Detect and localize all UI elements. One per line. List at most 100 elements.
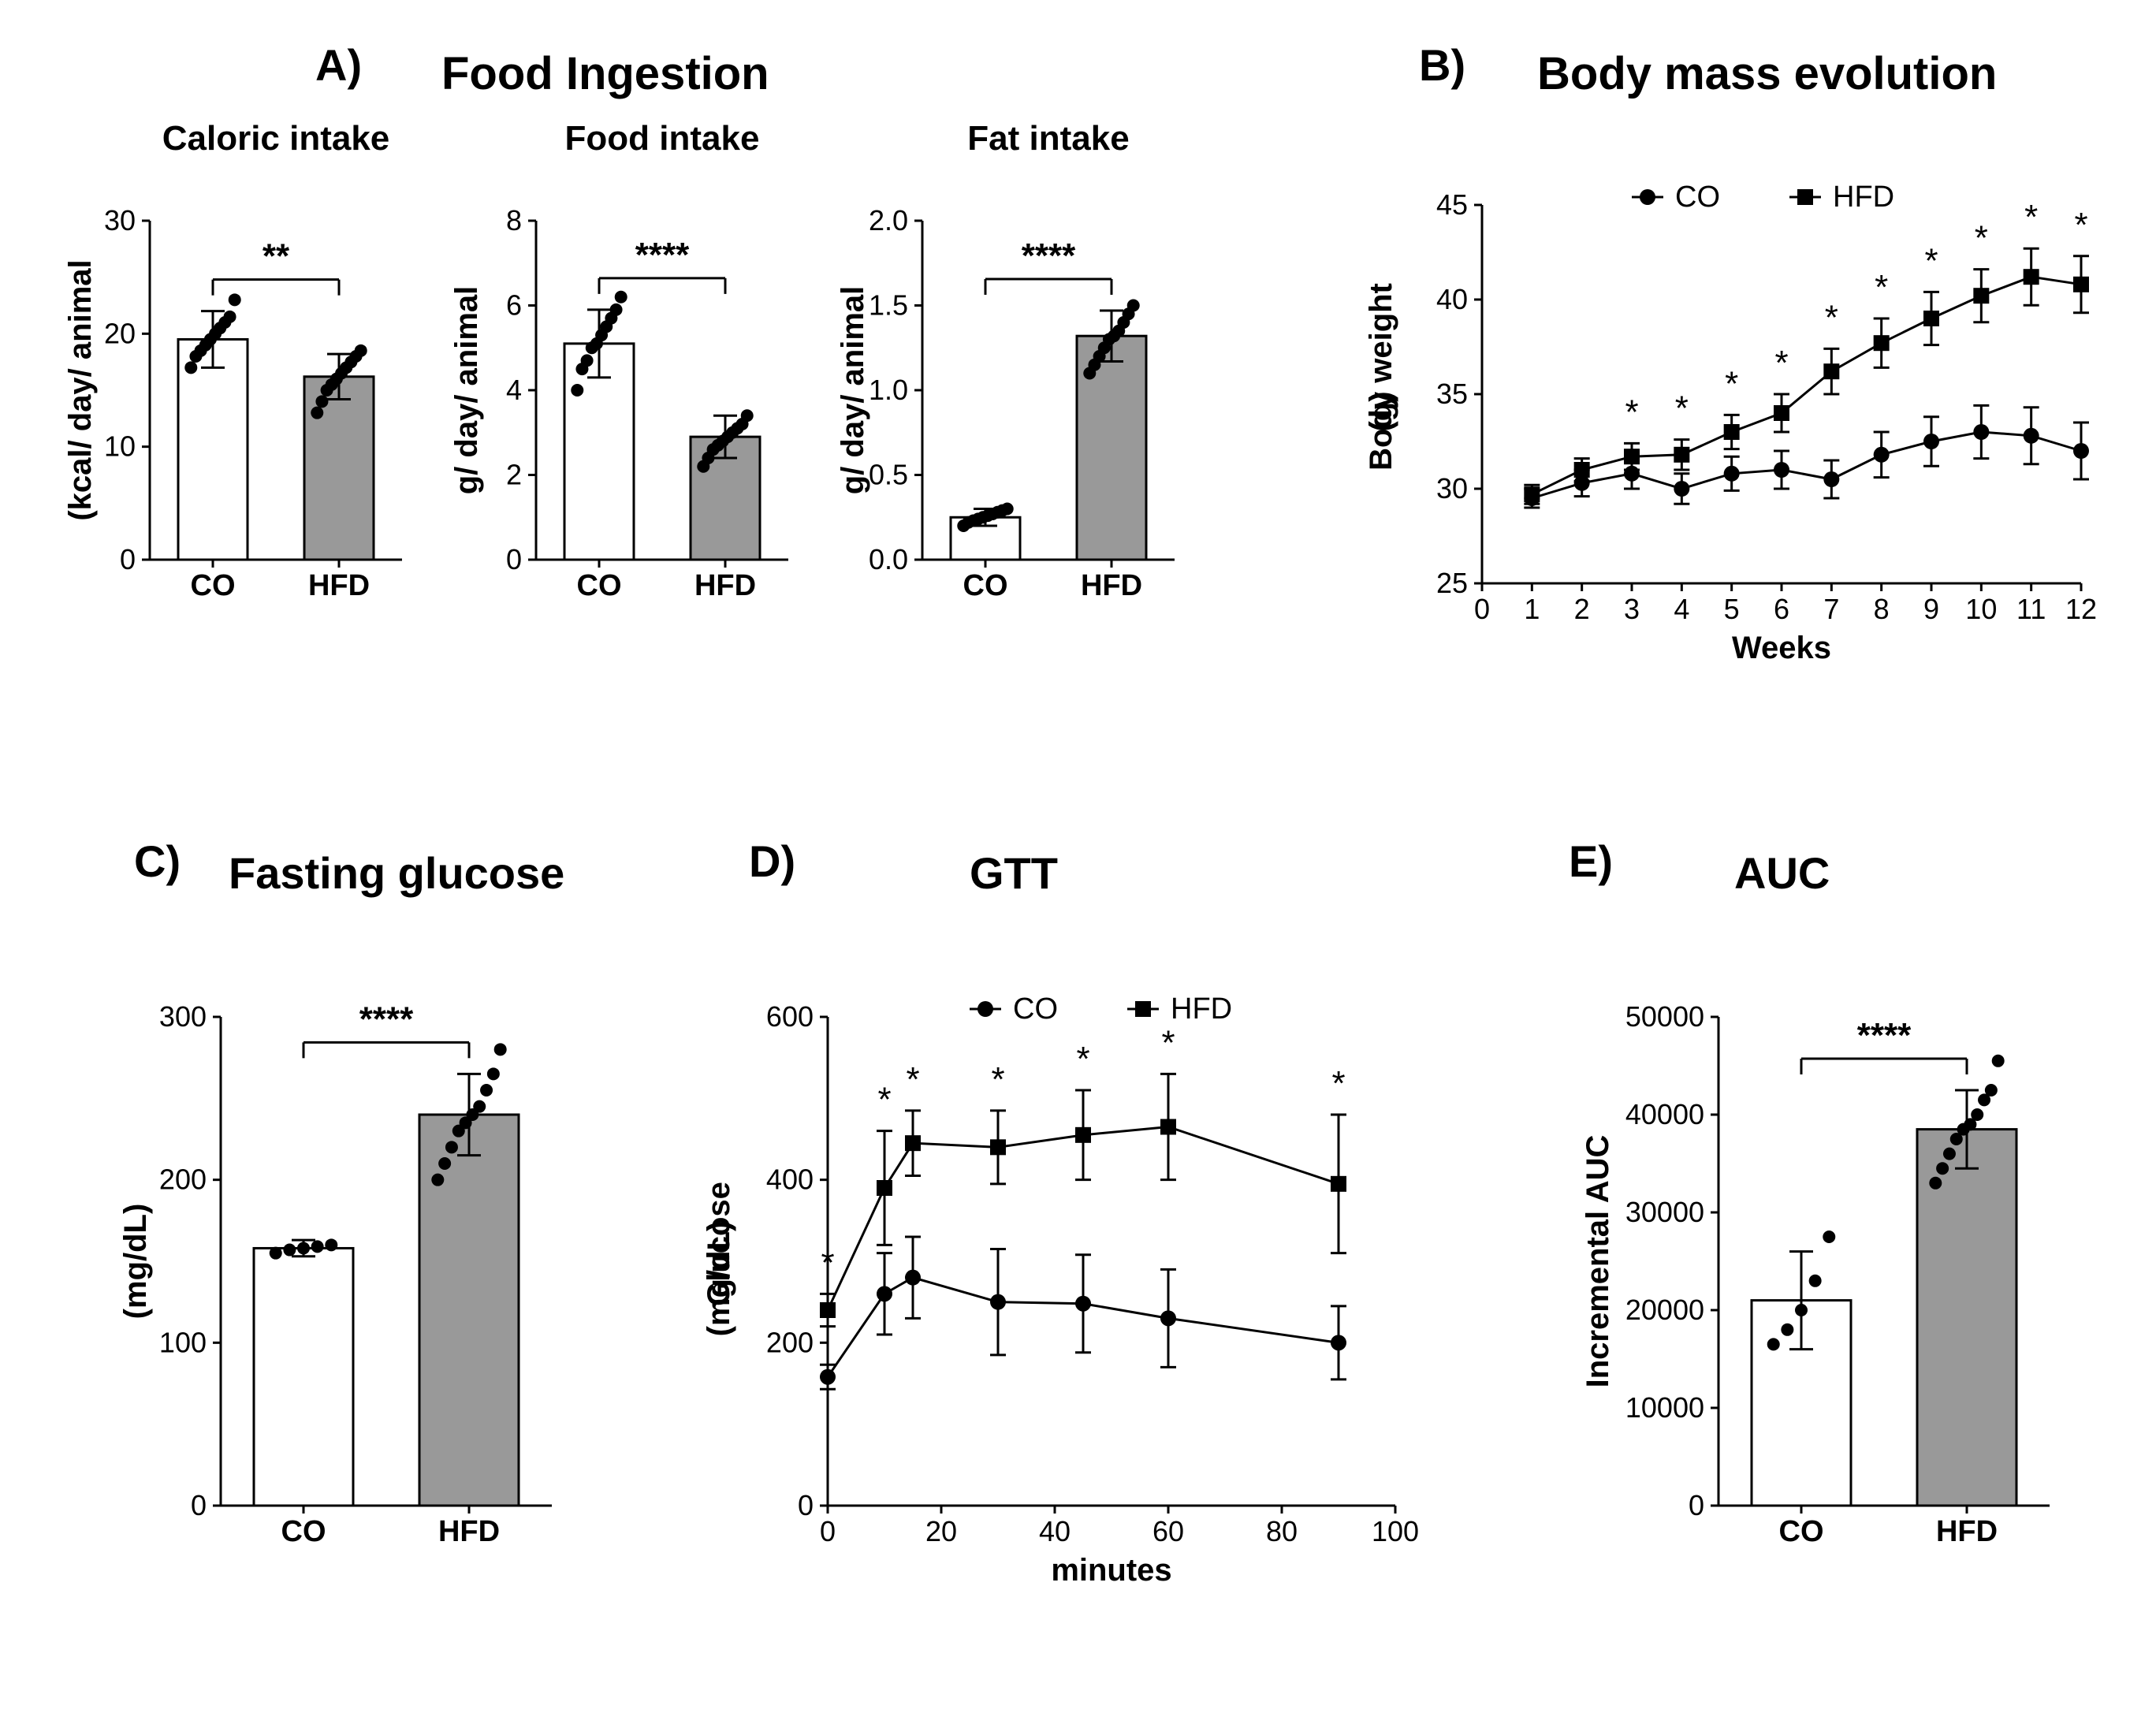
svg-text:1.5: 1.5 (869, 289, 908, 322)
svg-text:*: * (1161, 1023, 1175, 1062)
svg-text:40: 40 (1039, 1515, 1071, 1547)
svg-text:4: 4 (1674, 593, 1689, 625)
svg-text:Caloric intake: Caloric intake (162, 119, 390, 158)
svg-text:HFD: HFD (438, 1515, 500, 1548)
svg-text:0: 0 (798, 1489, 814, 1521)
svg-text:*: * (1875, 268, 1888, 307)
svg-text:1.0: 1.0 (869, 374, 908, 406)
svg-text:CO: CO (281, 1515, 326, 1548)
svg-text:CO: CO (1779, 1515, 1824, 1548)
svg-text:****: **** (635, 236, 690, 274)
svg-text:400: 400 (766, 1164, 814, 1196)
svg-text:60: 60 (1152, 1515, 1184, 1547)
svg-text:**: ** (263, 237, 290, 276)
svg-text:CO: CO (963, 569, 1008, 602)
svg-text:10000: 10000 (1625, 1391, 1704, 1424)
svg-text:CO: CO (1675, 181, 1720, 214)
svg-text:0: 0 (120, 543, 136, 575)
svg-text:*: * (991, 1060, 1004, 1099)
svg-text:4: 4 (506, 374, 522, 406)
svg-text:12: 12 (2065, 593, 2097, 625)
svg-text:25: 25 (1436, 567, 1468, 599)
svg-text:1: 1 (1524, 593, 1540, 625)
svg-text:40000: 40000 (1625, 1098, 1704, 1130)
svg-text:*: * (1774, 344, 1788, 382)
svg-text:0.0: 0.0 (869, 543, 908, 575)
svg-text:(kcal/ day/ animal: (kcal/ day/ animal (63, 259, 98, 520)
svg-text:*: * (1076, 1040, 1089, 1078)
svg-text:HFD: HFD (1081, 569, 1142, 602)
svg-text:g/ day/ animal: g/ day/ animal (449, 286, 484, 495)
svg-text:2: 2 (1574, 593, 1590, 625)
svg-text:3: 3 (1624, 593, 1640, 625)
svg-text:300: 300 (159, 1000, 207, 1033)
svg-text:*: * (2074, 206, 2087, 244)
svg-text:20: 20 (925, 1515, 957, 1547)
svg-text:*: * (1331, 1064, 1345, 1103)
svg-text:8: 8 (506, 204, 522, 236)
svg-text:(g): (g) (1364, 391, 1398, 431)
svg-text:30000: 30000 (1625, 1196, 1704, 1228)
svg-text:2.0: 2.0 (869, 204, 908, 236)
svg-text:50000: 50000 (1625, 1000, 1704, 1033)
svg-text:*: * (1924, 241, 1938, 280)
svg-text:*: * (2024, 198, 2038, 236)
svg-text:HFD: HFD (694, 569, 756, 602)
svg-text:*: * (1975, 219, 1988, 258)
svg-text:minutes: minutes (1051, 1553, 1171, 1588)
svg-text:9: 9 (1923, 593, 1939, 625)
svg-text:HFD: HFD (1936, 1515, 1998, 1548)
svg-text:*: * (906, 1060, 919, 1099)
svg-text:30: 30 (1436, 472, 1468, 505)
svg-text:200: 200 (766, 1326, 814, 1358)
svg-text:10: 10 (1965, 593, 1997, 625)
svg-text:0: 0 (191, 1489, 207, 1521)
svg-text:200: 200 (159, 1164, 207, 1196)
svg-text:****: **** (1857, 1016, 1912, 1055)
svg-text:40: 40 (1436, 283, 1468, 315)
svg-text:*: * (1825, 298, 1838, 337)
svg-text:10: 10 (104, 430, 136, 463)
svg-text:****: **** (359, 1000, 414, 1038)
svg-text:*: * (1625, 393, 1638, 431)
svg-text:HFD: HFD (1833, 181, 1894, 214)
svg-text:HFD: HFD (308, 569, 370, 602)
svg-text:(mg/dL): (mg/dL) (118, 1204, 153, 1320)
svg-text:CO: CO (577, 569, 622, 602)
svg-text:6: 6 (506, 289, 522, 322)
svg-text:*: * (1675, 389, 1689, 428)
svg-text:g/ day/ animal: g/ day/ animal (836, 286, 870, 495)
svg-text:600: 600 (766, 1000, 814, 1033)
svg-text:CO: CO (1013, 992, 1058, 1026)
svg-text:35: 35 (1436, 378, 1468, 410)
svg-text:30: 30 (104, 204, 136, 236)
svg-text:11: 11 (2016, 593, 2046, 625)
svg-text:8: 8 (1874, 593, 1890, 625)
svg-text:Body weight: Body weight (1364, 283, 1398, 471)
svg-text:0: 0 (1689, 1489, 1704, 1521)
svg-text:80: 80 (1266, 1515, 1298, 1547)
svg-text:6: 6 (1774, 593, 1789, 625)
svg-text:100: 100 (159, 1326, 207, 1358)
svg-text:5: 5 (1724, 593, 1740, 625)
svg-text:*: * (821, 1243, 834, 1282)
svg-text:20000: 20000 (1625, 1294, 1704, 1326)
svg-text:0: 0 (1474, 593, 1490, 625)
svg-text:0: 0 (820, 1515, 836, 1547)
svg-text:2: 2 (506, 459, 522, 491)
svg-text:Food intake: Food intake (565, 119, 760, 158)
svg-text:45: 45 (1436, 188, 1468, 221)
svg-text:Incremental AUC: Incremental AUC (1581, 1135, 1615, 1388)
svg-text:*: * (877, 1081, 891, 1119)
svg-text:100: 100 (1372, 1515, 1419, 1547)
svg-text:HFD: HFD (1171, 992, 1232, 1026)
svg-text:(mg/dL): (mg/dL) (702, 1221, 736, 1337)
svg-text:0.5: 0.5 (869, 459, 908, 491)
svg-text:*: * (1725, 364, 1738, 403)
svg-text:0: 0 (506, 543, 522, 575)
svg-text:Weeks: Weeks (1732, 631, 1831, 665)
svg-text:****: **** (1022, 236, 1076, 275)
svg-text:20: 20 (104, 317, 136, 349)
svg-text:7: 7 (1823, 593, 1839, 625)
svg-text:CO: CO (191, 569, 236, 602)
